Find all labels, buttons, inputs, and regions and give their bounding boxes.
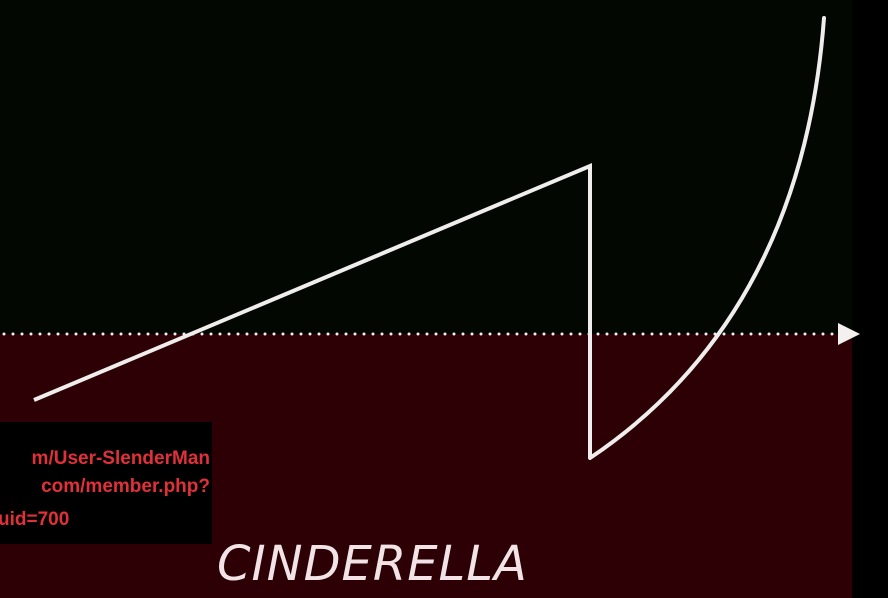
arrow-right-icon bbox=[838, 323, 860, 345]
top-dark-panel bbox=[0, 0, 852, 334]
source-url-box: m/User-SlenderMan com/member.php? uid=70… bbox=[0, 422, 212, 544]
source-url-line-3: uid=700 bbox=[0, 509, 70, 530]
right-black-strip bbox=[852, 0, 888, 598]
zigzag-line bbox=[33, 162, 592, 458]
source-url-line-1: m/User-SlenderMan bbox=[31, 448, 210, 469]
source-url-line-2: com/member.php? bbox=[41, 476, 210, 497]
curve-line bbox=[588, 16, 826, 460]
caption-title: CINDERELLA bbox=[217, 536, 528, 592]
